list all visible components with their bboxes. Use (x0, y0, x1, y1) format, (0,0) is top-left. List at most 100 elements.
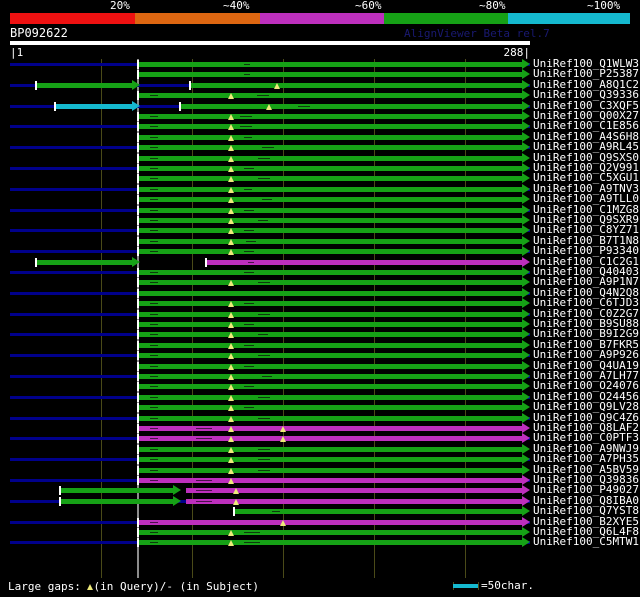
alignment-row[interactable]: UniRef100_B9I2G9 (0, 327, 640, 341)
hsp-segment[interactable] (138, 311, 522, 317)
hsp-segment[interactable] (138, 155, 522, 161)
hsp-segment[interactable] (138, 93, 522, 99)
hsp-segment[interactable] (138, 186, 522, 192)
subject-label[interactable]: UniRef100_C1E856 (533, 119, 639, 133)
alignment-row[interactable]: UniRef100_A9RL45 (0, 141, 640, 153)
subject-label[interactable]: UniRef100_P25387 (533, 67, 639, 81)
alignment-row[interactable]: UniRef100_Q39336 (0, 88, 640, 102)
alignment-row[interactable]: UniRef100_A9P926 (0, 348, 640, 362)
subject-label[interactable]: UniRef100_Q39336 (533, 88, 639, 102)
hsp-segment[interactable] (36, 82, 132, 88)
hsp-segment[interactable] (138, 436, 522, 442)
subject-label[interactable]: UniRef100_Q9SXS0 (533, 150, 639, 164)
hsp-segment[interactable] (138, 374, 522, 379)
alignment-row[interactable]: UniRef100_Q9SXS0 (0, 150, 640, 164)
subject-label[interactable]: UniRef100_B9I2G9 (533, 327, 639, 341)
subject-label[interactable]: UniRef100_P93340 (533, 244, 639, 258)
hsp-segment[interactable] (138, 415, 522, 421)
alignment-row[interactable]: UniRef100_C1MZG8 (0, 203, 640, 216)
alignment-row[interactable]: UniRef100_A9P1N7 (0, 275, 640, 289)
alignment-row[interactable]: UniRef100_Q8LAF2 (0, 422, 640, 434)
alignment-row[interactable]: UniRef100_C3XQF5 (0, 98, 640, 112)
hsp-segment[interactable] (55, 103, 132, 109)
subject-label[interactable]: UniRef100_P49027 (533, 483, 639, 497)
alignment-row[interactable]: UniRef100_P49027 (0, 483, 640, 497)
hsp-segment[interactable] (138, 426, 522, 431)
hsp-segment[interactable] (138, 134, 522, 140)
subject-label[interactable]: UniRef100_C8YZ71 (533, 223, 639, 237)
hsp-segment[interactable] (138, 280, 522, 286)
subject-label[interactable]: UniRef100_A8Q1C2 (533, 77, 639, 91)
subject-label[interactable]: UniRef100_B2XYE5 (533, 514, 639, 528)
alignment-row[interactable]: UniRef100_A9TLL0 (0, 193, 640, 205)
subject-label[interactable]: UniRef100_O24456 (533, 389, 639, 403)
hsp-segment[interactable] (138, 270, 522, 275)
hsp-segment[interactable] (36, 259, 132, 265)
alignment-row[interactable]: UniRef100_Q4N2Q8 (0, 285, 640, 299)
subject-label[interactable]: UniRef100_Q2V991 (533, 161, 639, 174)
subject-label[interactable]: UniRef100_A4S6H8 (533, 129, 639, 143)
subject-label[interactable]: UniRef100_A9P1N7 (533, 275, 639, 289)
hsp-segment[interactable] (138, 405, 522, 411)
subject-label[interactable]: UniRef100_Q9LV28 (533, 400, 639, 414)
hsp-segment[interactable] (138, 62, 522, 67)
alignment-row[interactable]: UniRef100_B7T1N8 (0, 233, 640, 247)
hsp-segment[interactable] (138, 145, 522, 151)
subject-label[interactable]: UniRef100_A9NWJ9 (533, 441, 639, 455)
alignment-row[interactable]: UniRef100_C5MTW1 (0, 536, 640, 548)
alignment-row[interactable]: UniRef100_Q9C4Z6 (0, 411, 640, 424)
hsp-segment[interactable] (138, 176, 522, 182)
hsp-segment[interactable] (138, 342, 522, 348)
alignment-row[interactable]: UniRef100_A8Q1C2 (0, 77, 640, 91)
subject-label[interactable]: UniRef100_C0PTF3 (533, 431, 639, 445)
hsp-segment[interactable] (186, 498, 522, 504)
subject-label[interactable]: UniRef100_B7T1N8 (533, 233, 639, 247)
alignment-row[interactable]: UniRef100_O24076 (0, 380, 640, 392)
alignment-row[interactable]: UniRef100_C0Z2G7 (0, 306, 640, 320)
hsp-segment[interactable] (138, 353, 522, 359)
hsp-segment[interactable] (138, 124, 522, 130)
hsp-segment[interactable] (180, 103, 522, 109)
hsp-segment[interactable] (138, 478, 522, 483)
subject-label[interactable]: UniRef100_A9P926 (533, 348, 639, 362)
subject-label[interactable]: UniRef100_C6TJD3 (533, 296, 639, 310)
hsp-segment[interactable] (138, 363, 522, 369)
hsp-segment[interactable] (138, 530, 522, 535)
alignment-row[interactable]: UniRef100_Q7YST8 (0, 505, 640, 517)
subject-label[interactable]: UniRef100_Q1WLW3 (533, 57, 639, 70)
hsp-segment[interactable] (138, 301, 522, 307)
alignment-row[interactable]: UniRef100_B9SU88 (0, 317, 640, 330)
alignment-row[interactable]: UniRef100_C0PTF3 (0, 431, 640, 445)
hsp-segment[interactable] (138, 72, 522, 78)
alignment-row[interactable]: UniRef100_Q00X27 (0, 110, 640, 122)
hsp-segment[interactable] (138, 322, 522, 327)
subject-label[interactable]: UniRef100_A5BV59 (533, 462, 639, 476)
subject-label[interactable]: UniRef100_A9TNV3 (533, 181, 639, 195)
subject-label[interactable]: UniRef100_Q4N2Q8 (533, 285, 639, 299)
hsp-segment[interactable] (138, 467, 522, 473)
subject-label[interactable]: UniRef100_C0Z2G7 (533, 306, 639, 320)
hsp-segment[interactable] (234, 509, 522, 515)
hsp-segment[interactable] (138, 446, 522, 452)
hsp-segment[interactable] (138, 249, 522, 255)
hsp-segment[interactable] (138, 457, 522, 463)
subject-label[interactable]: UniRef100_C1C2G1 (533, 254, 639, 268)
subject-label[interactable]: UniRef100_C5XGU1 (533, 171, 639, 185)
hsp-segment[interactable] (138, 238, 522, 244)
subject-label[interactable]: UniRef100_C3XQF5 (533, 98, 639, 112)
alignment-row[interactable]: UniRef100_B2XYE5 (0, 514, 640, 528)
alignment-row[interactable]: UniRef100_A7LH77 (0, 370, 640, 382)
alignment-row[interactable]: UniRef100_C1C2G1 (0, 254, 640, 268)
hsp-segment[interactable] (138, 228, 522, 234)
hsp-segment[interactable] (60, 498, 173, 504)
subject-label[interactable]: UniRef100_A7PH35 (533, 452, 639, 466)
alignment-row[interactable]: UniRef100_A5BV59 (0, 462, 640, 476)
subject-label[interactable]: UniRef100_B9SU88 (533, 317, 639, 330)
alignment-row[interactable]: UniRef100_Q40403 (0, 266, 640, 278)
subject-label[interactable]: UniRef100_Q4UA19 (533, 358, 639, 372)
subject-label[interactable]: UniRef100_Q39836 (533, 473, 639, 486)
alignment-row[interactable]: UniRef100_A7PH35 (0, 452, 640, 466)
subject-label[interactable]: UniRef100_Q9SXR9 (533, 213, 639, 226)
alignment-row[interactable]: UniRef100_O24456 (0, 389, 640, 403)
alignment-row[interactable]: UniRef100_P93340 (0, 244, 640, 258)
